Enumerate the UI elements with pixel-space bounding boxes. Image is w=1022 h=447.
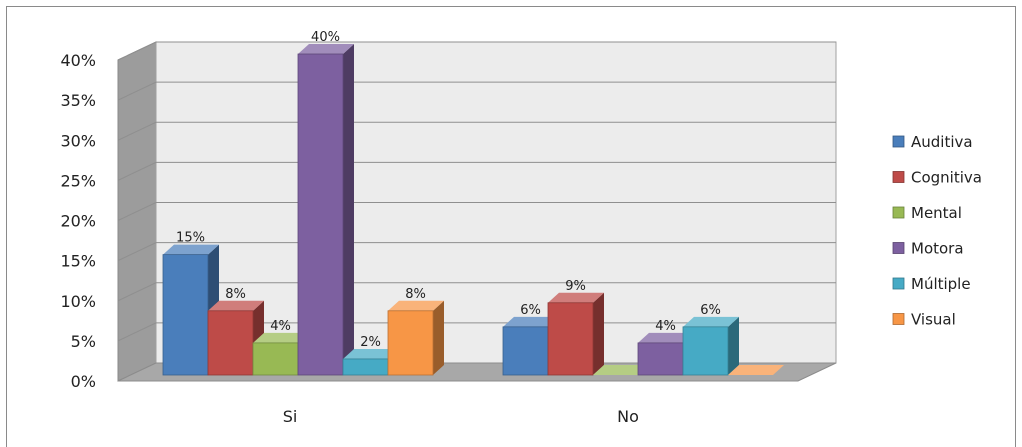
bar-top bbox=[638, 332, 694, 343]
data-label: 4% bbox=[270, 319, 291, 334]
data-label: 2% bbox=[360, 335, 381, 350]
gridline-side bbox=[117, 81, 157, 101]
bar-front bbox=[297, 53, 344, 376]
legend-item: Visual bbox=[892, 311, 956, 329]
bar-front bbox=[682, 326, 729, 376]
y-tick-label: 40% bbox=[60, 51, 96, 70]
data-label: 9% bbox=[565, 279, 586, 294]
bar-side bbox=[343, 44, 354, 375]
legend-label: Mental bbox=[911, 204, 962, 222]
y-tick-label: 25% bbox=[60, 171, 96, 190]
data-label: 15% bbox=[176, 231, 205, 246]
bar: 40% bbox=[297, 30, 354, 376]
legend-item: Múltiple bbox=[892, 275, 971, 293]
y-tick-label: 35% bbox=[60, 91, 96, 110]
bar-side bbox=[433, 300, 444, 375]
legend-swatch bbox=[892, 242, 905, 254]
gridline-side bbox=[117, 202, 157, 221]
gridline-side bbox=[117, 242, 157, 262]
data-label: 8% bbox=[225, 287, 246, 302]
bar: 9% bbox=[547, 279, 604, 376]
y-tick-label: 10% bbox=[60, 292, 96, 311]
bar-side bbox=[593, 292, 604, 375]
bar-top bbox=[163, 244, 219, 255]
legend-swatch bbox=[892, 171, 905, 183]
bar-top bbox=[298, 44, 354, 54]
y-tick-label: 30% bbox=[60, 131, 96, 150]
data-label: 4% bbox=[655, 319, 676, 334]
bar-front bbox=[207, 310, 254, 376]
x-tick-label: Si bbox=[283, 407, 298, 426]
data-label: 40% bbox=[311, 30, 340, 45]
bar-front bbox=[342, 358, 389, 376]
legend-swatch bbox=[892, 277, 905, 290]
legend-item: Motora bbox=[892, 240, 964, 258]
legend-swatch bbox=[892, 206, 905, 219]
data-label: 6% bbox=[700, 303, 721, 318]
bar-top bbox=[388, 300, 444, 311]
bar-front bbox=[637, 342, 684, 376]
bar-front bbox=[547, 302, 594, 376]
bar-front bbox=[162, 254, 209, 376]
legend-swatch bbox=[892, 135, 905, 148]
bar-front bbox=[252, 342, 299, 376]
legend-swatch bbox=[892, 313, 905, 325]
bar-top bbox=[343, 348, 399, 359]
gridline-side bbox=[117, 41, 157, 61]
y-tick-label: 0% bbox=[71, 372, 96, 391]
legend-label: Visual bbox=[911, 311, 956, 329]
data-label: 8% bbox=[405, 287, 426, 302]
y-tick-label: 15% bbox=[60, 252, 96, 271]
legend-item: Cognitiva bbox=[892, 169, 982, 187]
gridline-side bbox=[117, 322, 157, 342]
bar: 8% bbox=[387, 287, 444, 376]
bar: 15% bbox=[162, 231, 219, 376]
data-label: 6% bbox=[520, 303, 541, 318]
bar-front bbox=[502, 326, 549, 376]
legend-item: Auditiva bbox=[892, 133, 973, 151]
legend-label: Auditiva bbox=[911, 133, 973, 151]
gridline-side bbox=[117, 121, 157, 141]
y-tick-label: 5% bbox=[71, 332, 96, 351]
gridline-side bbox=[117, 282, 157, 302]
legend-label: Motora bbox=[911, 240, 964, 258]
bar-top bbox=[683, 316, 739, 327]
bar-front bbox=[387, 310, 434, 376]
legend-label: Múltiple bbox=[911, 275, 971, 293]
bar-top bbox=[593, 365, 649, 375]
bar-top bbox=[548, 292, 604, 303]
bar-top bbox=[253, 332, 309, 343]
y-tick-label: 20% bbox=[60, 212, 96, 231]
bar bbox=[728, 365, 784, 375]
gridline-side bbox=[117, 161, 157, 181]
bar-side bbox=[728, 316, 739, 375]
bar: 6% bbox=[682, 303, 739, 376]
legend-item: Mental bbox=[892, 204, 962, 222]
bar bbox=[593, 365, 649, 375]
bar-top bbox=[503, 316, 559, 327]
bar-top bbox=[208, 300, 264, 311]
legend-label: Cognitiva bbox=[911, 169, 982, 187]
x-tick-label: No bbox=[617, 407, 639, 426]
bar-top bbox=[728, 365, 784, 375]
